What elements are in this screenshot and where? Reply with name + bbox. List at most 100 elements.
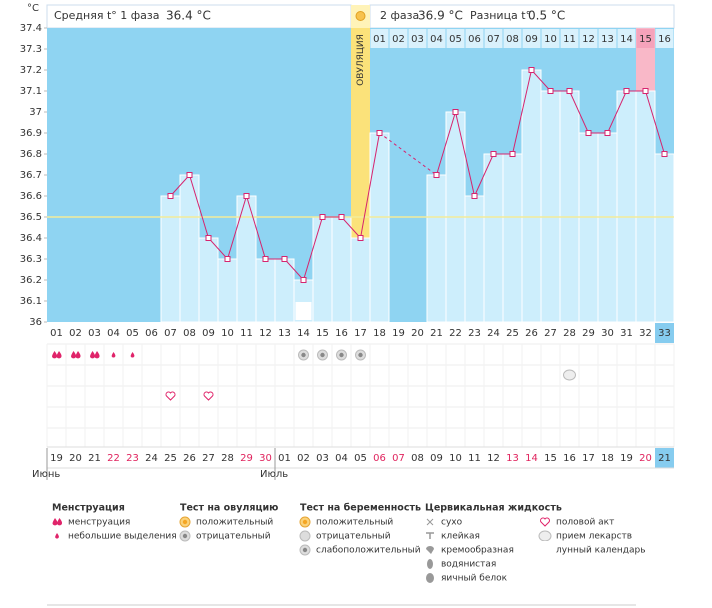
legend-icon (55, 533, 59, 539)
cream (426, 546, 434, 554)
drop (94, 351, 100, 359)
x-tick-label: 30 (601, 328, 614, 339)
x-tick-label: 25 (506, 328, 519, 339)
date: 17 (582, 453, 595, 464)
phase2-cell (370, 29, 389, 48)
date: 22 (107, 453, 120, 464)
legend-label: прием лекарств (556, 532, 632, 542)
x-tick-label: 10 (221, 328, 234, 339)
date: 02 (297, 453, 310, 464)
date: 08 (411, 453, 424, 464)
phase2-day: 03 (411, 34, 424, 45)
point (661, 151, 668, 157)
x-tick-label: 04 (107, 328, 120, 339)
date: 21 (658, 453, 671, 464)
phase2-cell (484, 29, 503, 48)
legend-icon (540, 517, 550, 527)
legend-icon (426, 573, 434, 583)
test-core (302, 519, 308, 525)
x-tick-label: 08 (183, 328, 196, 339)
phase2-cell (522, 29, 541, 48)
legend-label: положительный (316, 518, 393, 528)
legend-icon (426, 532, 434, 539)
legend-icon (426, 546, 434, 554)
x-tick-label: 14 (297, 328, 310, 339)
moon-bg (537, 541, 553, 559)
phase2-day: 09 (525, 34, 538, 45)
legend-label: яичный белок (441, 574, 508, 584)
test-core (358, 352, 363, 358)
test-core (182, 519, 188, 525)
point (357, 235, 364, 241)
point (319, 214, 326, 220)
bar (559, 90, 580, 323)
moon-bg (295, 302, 312, 320)
point (585, 130, 592, 136)
phase2-cell (408, 29, 427, 48)
bar (654, 153, 675, 323)
legend-label: отрицательный (196, 532, 271, 542)
current-date (655, 448, 674, 468)
phase2-cell (465, 29, 484, 48)
bar (274, 258, 295, 323)
date: 20 (69, 453, 82, 464)
x-tick-label: 13 (278, 328, 291, 339)
bar (521, 69, 542, 323)
date: 09 (430, 453, 443, 464)
phase2-day: 04 (430, 34, 443, 45)
marker (203, 391, 214, 401)
date: 01 (278, 453, 291, 464)
sun-icon (355, 11, 366, 21)
bar (616, 90, 637, 323)
phase2-day: 13 (601, 34, 614, 45)
phase2-cell (389, 29, 408, 48)
point (604, 130, 611, 136)
legend-label: клейкая (441, 532, 480, 542)
legend-label: кремообразная (441, 546, 514, 556)
legend-icon (299, 530, 311, 542)
marker (52, 351, 62, 359)
bar (464, 195, 485, 323)
phase2-day: 10 (544, 34, 557, 45)
test-core (301, 352, 306, 358)
marker (130, 352, 135, 358)
marker (336, 349, 347, 361)
legend-label: половой акт (556, 518, 614, 528)
drop (130, 352, 135, 358)
y-tick-label: 36.1 (20, 296, 42, 307)
legend-title: Тест на овуляцию (180, 503, 278, 514)
date: 10 (449, 453, 462, 464)
y-tick-label: 37.1 (20, 86, 42, 97)
x-tick-label: 12 (259, 328, 272, 339)
x-tick-label: 09 (202, 328, 215, 339)
month-label: Июль (260, 469, 288, 480)
point (471, 193, 478, 199)
date: 25 (164, 453, 177, 464)
ovulation-stripe (351, 28, 370, 238)
egg (426, 573, 434, 583)
date: 20 (639, 453, 652, 464)
x-tick-label: 05 (126, 328, 139, 339)
bar (597, 132, 618, 323)
phase1-label: Средняя t° 1 фаза (54, 9, 160, 22)
legend-icon (52, 518, 63, 526)
ovulation-label: ОВУЛЯЦИЯ (356, 34, 366, 86)
point (224, 256, 231, 262)
x-tick-label: 28 (563, 328, 576, 339)
point (547, 88, 554, 94)
point (205, 235, 212, 241)
legend-icon (426, 518, 434, 526)
x-tick-label: 22 (449, 328, 462, 339)
point (566, 88, 573, 94)
marker (165, 391, 176, 401)
point (338, 214, 345, 220)
diff-value: 0.5 °C (528, 9, 565, 23)
drop (57, 518, 63, 526)
month-label: Июнь (32, 469, 60, 480)
x-tick-label: 32 (639, 328, 652, 339)
x-tick-label: 27 (544, 328, 557, 339)
phase2-cell (655, 29, 674, 48)
point (300, 277, 307, 283)
point (452, 109, 459, 115)
